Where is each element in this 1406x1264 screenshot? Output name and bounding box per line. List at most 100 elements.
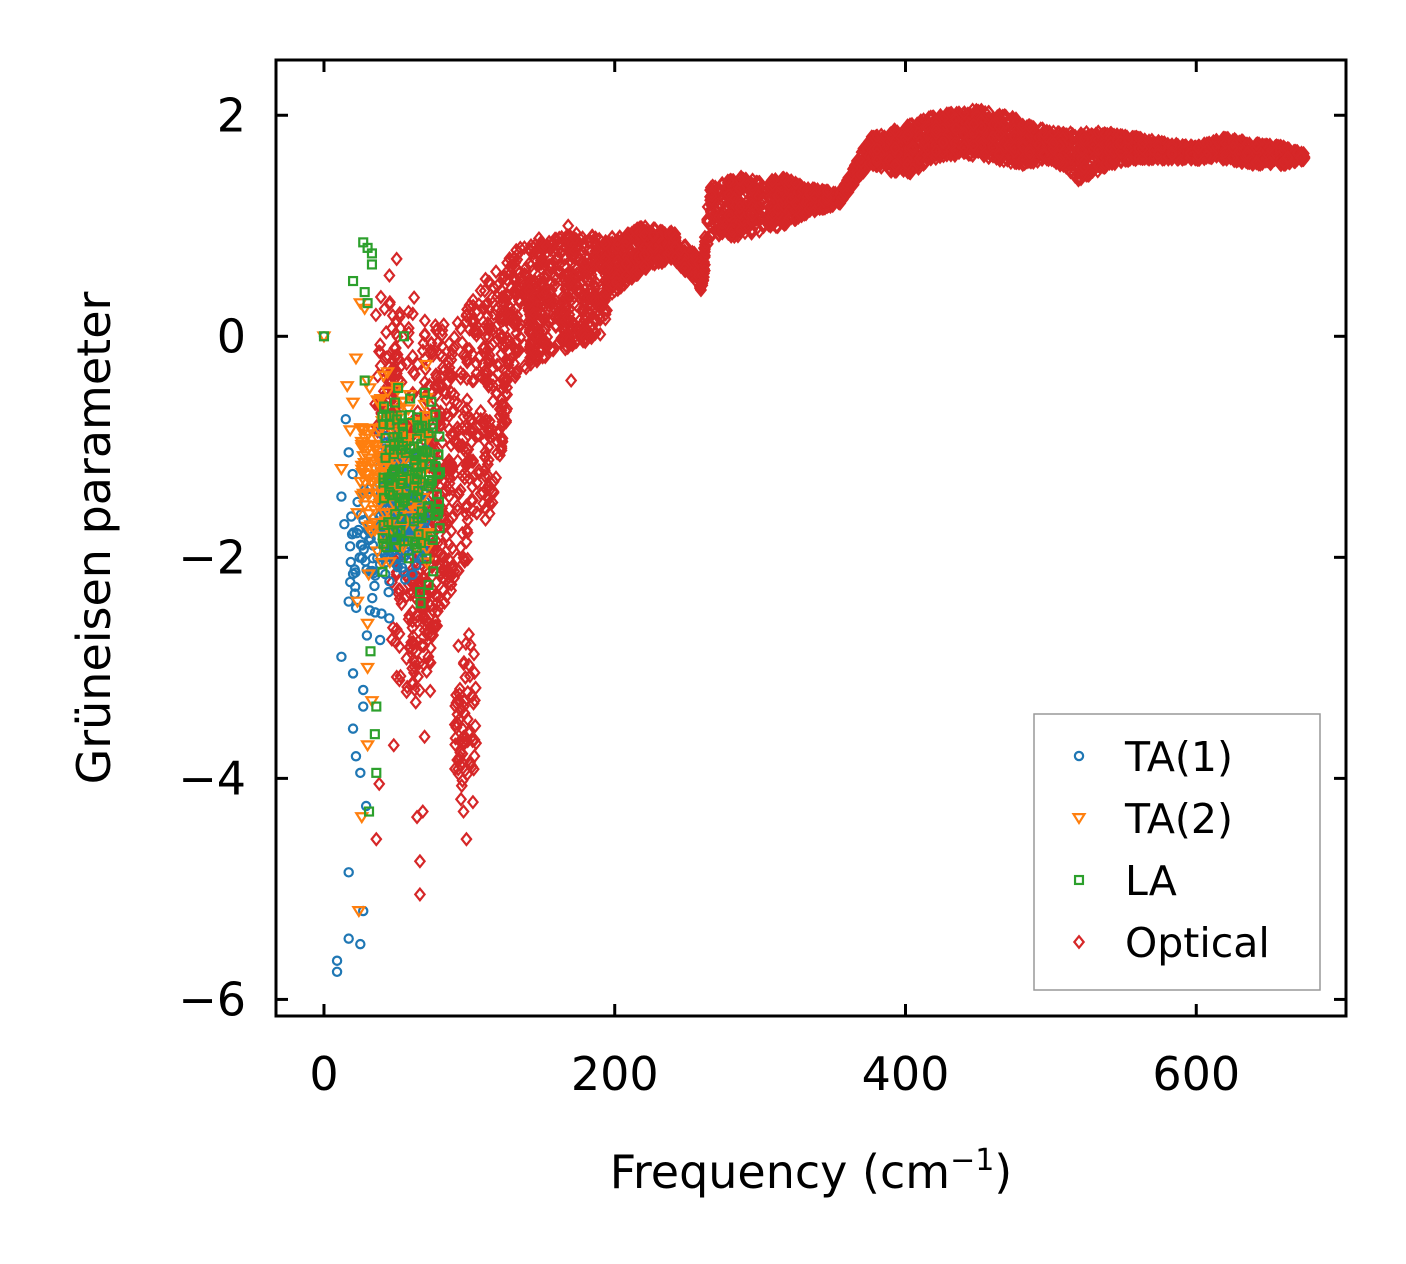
data-point bbox=[696, 273, 709, 289]
data-point bbox=[569, 276, 582, 292]
data-point bbox=[1165, 138, 1179, 154]
data-point bbox=[496, 414, 509, 430]
data-point bbox=[821, 183, 834, 199]
data-point bbox=[1226, 140, 1239, 156]
data-point bbox=[901, 127, 914, 143]
data-point bbox=[486, 322, 500, 338]
data-point bbox=[821, 190, 834, 206]
data-point bbox=[466, 312, 479, 328]
data-point bbox=[523, 288, 536, 304]
data-point bbox=[442, 551, 455, 567]
data-point bbox=[599, 246, 612, 262]
data-point bbox=[576, 289, 589, 305]
data-point bbox=[465, 453, 478, 469]
data-point bbox=[621, 249, 634, 265]
data-point bbox=[463, 422, 476, 438]
data-point bbox=[570, 283, 583, 299]
data-point bbox=[771, 219, 784, 235]
data-point bbox=[470, 356, 483, 372]
data-point bbox=[523, 319, 536, 335]
data-point bbox=[620, 255, 633, 271]
data-point bbox=[491, 424, 504, 440]
data-point bbox=[840, 185, 854, 201]
data-point bbox=[712, 208, 726, 224]
data-point bbox=[540, 280, 553, 296]
data-point bbox=[443, 536, 456, 552]
data-point bbox=[957, 125, 971, 141]
data-point bbox=[901, 152, 914, 168]
data-point bbox=[440, 406, 453, 422]
data-point bbox=[589, 239, 602, 256]
data-point bbox=[525, 333, 538, 349]
data-point bbox=[524, 350, 537, 366]
data-point bbox=[725, 222, 738, 238]
data-point bbox=[585, 318, 598, 334]
data-point bbox=[789, 195, 802, 211]
data-point bbox=[446, 540, 459, 556]
data-point bbox=[491, 331, 504, 347]
data-point bbox=[458, 403, 471, 419]
data-point bbox=[471, 302, 484, 318]
data-point bbox=[483, 506, 496, 522]
data-point bbox=[585, 243, 598, 259]
data-point bbox=[889, 122, 902, 138]
data-point bbox=[495, 303, 508, 319]
data-point bbox=[669, 230, 682, 247]
data-point bbox=[1200, 148, 1214, 164]
data-point bbox=[400, 588, 413, 604]
data-point bbox=[929, 143, 943, 159]
series-layer bbox=[316, 102, 1311, 978]
data-point bbox=[854, 166, 868, 182]
data-point bbox=[722, 207, 736, 223]
data-point bbox=[389, 634, 402, 650]
data-point bbox=[456, 335, 469, 351]
data-point bbox=[474, 403, 487, 419]
data-point bbox=[524, 315, 537, 331]
data-point bbox=[495, 346, 508, 362]
data-point bbox=[993, 119, 1006, 135]
data-point bbox=[733, 193, 746, 209]
data-point bbox=[446, 461, 459, 477]
data-point bbox=[716, 220, 729, 236]
data-point bbox=[599, 285, 612, 301]
data-point bbox=[451, 315, 464, 331]
data-point bbox=[474, 283, 487, 299]
data-point bbox=[430, 618, 444, 634]
data-point bbox=[540, 284, 553, 300]
data-point bbox=[1263, 150, 1276, 166]
data-point bbox=[585, 330, 598, 346]
data-point bbox=[486, 378, 500, 394]
data-point bbox=[1151, 143, 1164, 160]
data-point bbox=[906, 161, 919, 177]
data-point bbox=[458, 551, 471, 568]
data-point bbox=[611, 281, 624, 298]
data-point bbox=[429, 613, 442, 629]
data-point bbox=[1219, 147, 1232, 163]
data-point bbox=[430, 520, 444, 536]
data-point bbox=[510, 345, 523, 361]
data-point bbox=[1077, 131, 1091, 147]
data-point bbox=[577, 238, 590, 254]
data-point bbox=[487, 279, 500, 295]
data-point bbox=[585, 252, 598, 268]
data-point bbox=[458, 553, 471, 569]
data-point bbox=[536, 349, 549, 365]
data-point bbox=[1047, 151, 1060, 167]
data-point bbox=[568, 289, 581, 305]
data-point bbox=[418, 313, 431, 329]
data-point bbox=[1122, 150, 1135, 166]
data-point bbox=[1136, 151, 1149, 167]
data-point bbox=[993, 110, 1006, 126]
data-point bbox=[993, 147, 1006, 163]
data-point bbox=[967, 137, 980, 153]
data-point bbox=[733, 199, 746, 215]
data-point bbox=[1165, 144, 1179, 160]
data-point bbox=[1047, 141, 1060, 157]
data-point bbox=[698, 263, 711, 279]
data-point bbox=[929, 122, 943, 138]
data-point bbox=[409, 694, 422, 710]
data-point bbox=[1250, 136, 1263, 152]
data-point bbox=[518, 358, 531, 374]
data-point bbox=[443, 335, 456, 351]
data-point bbox=[523, 256, 536, 272]
